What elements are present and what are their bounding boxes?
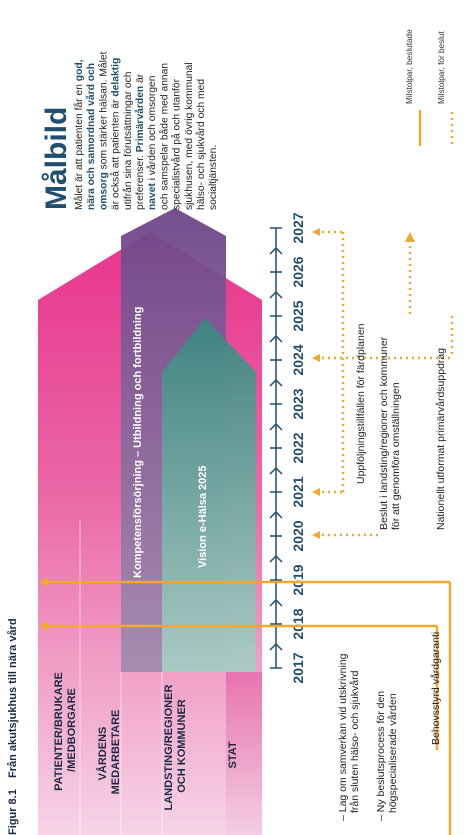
uppfoljning-label: Uppföljningstillfällen för färdplanen — [355, 323, 367, 484]
stakeholder-medarbetare: VÅRDENS MEDARBETARE — [96, 710, 122, 795]
goal-line: hälso- och sjukvård och med — [195, 79, 207, 210]
goal-line: socialtjänsten. — [208, 145, 219, 210]
year-label-2017: 2017 — [290, 652, 306, 683]
goal-line: omsorg som stärker hälsan. Målet — [97, 51, 109, 210]
milestone-beslut — [312, 531, 382, 539]
ehalsa-label: Vision e-Hälsa 2025 — [197, 465, 209, 568]
goal-line: utifrån sina förutsättningar och — [122, 71, 134, 210]
goal-line: och samspelar både med annan — [158, 63, 170, 210]
stakeholder-landsting: LANDSTING/REGIONER OCH KOMMUNER — [163, 682, 188, 811]
ny-line1: – Ny beslutsprocess för den — [375, 691, 387, 821]
year-label-2020: 2020 — [290, 520, 306, 551]
year-label-2022: 2022 — [290, 432, 306, 463]
year-label-2023: 2023 — [290, 388, 306, 419]
goal-line: Målet är att patienten får en god, — [73, 59, 85, 210]
svg-text:PATIENTER/BRUKARE /MEDBO: PATIENTER/BRUKARE /MEDBORGARE — [53, 669, 78, 791]
year-label-2019: 2019 — [290, 564, 306, 595]
milestone-behovsstyrd — [40, 621, 439, 750]
kompetens-label: Kompetensförsörjning – Utbildning och fo… — [132, 307, 144, 578]
goal-line: navet i vården och omsorgen — [146, 75, 158, 210]
beslut-line1: Beslut i landsting/regioner och kommuner — [378, 336, 390, 530]
svg-text:LANDSTING/REGIONER OCH K: LANDSTING/REGIONER OCH KOMMUNER — [163, 682, 188, 811]
figure-number: Figur 8.1 — [7, 789, 19, 835]
stakeholder-patienter: PATIENTER/BRUKARE /MEDBORGARE — [53, 669, 78, 791]
year-label-2024: 2024 — [290, 344, 306, 375]
year-label-2026: 2026 — [290, 256, 306, 287]
svg-text:STAT: STAT — [227, 741, 239, 768]
goal-line: preferenser. Primärvården är — [134, 73, 146, 210]
lag-line2: från sluten hälso- och sjukvård — [349, 670, 361, 813]
stakeholder-stat: STAT — [227, 741, 239, 768]
stat-band — [226, 672, 262, 835]
ny-line2: högspecialiserade vården — [387, 693, 399, 813]
stakeholder-patienter-l1: PATIENTER/BRUKARE — [53, 672, 65, 791]
goal-text: Målet är att patienten får en god, nära o… — [73, 51, 219, 210]
goal-line: är också att patienten är delaktig — [110, 58, 122, 210]
year-axis: 2017 2018 2019 2020 2021 2022 2023 2024 2025 2026… — [269, 212, 306, 684]
goal-line: nära och samordnad vård och — [85, 63, 97, 210]
year-label-2021: 2021 — [290, 476, 306, 507]
stakeholder-patienter-l2: /MEDBORGARE — [66, 688, 78, 772]
milestone-uppfoljning — [312, 228, 345, 496]
behovsstyrd-label: Behovsstyrd vårdgaranti — [430, 632, 442, 745]
legend: Milstolpar, beslutade Milstolpar, för be… — [405, 29, 454, 146]
year-label-2027: 2027 — [290, 212, 306, 243]
beslut-line2: för att genomföra omställningen — [390, 382, 402, 530]
teal-band — [162, 318, 256, 672]
nationellt-label: Nationellt utformat primärvårdsuppdrag — [435, 348, 447, 530]
goal-heading: Målbild — [40, 107, 73, 210]
year-label-2025: 2025 — [290, 300, 306, 331]
svg-text:VÅRDENS MEDARBETARE: VÅRDENS MEDARBETARE — [96, 710, 122, 795]
goal-line: specialistvård på och utanför — [171, 78, 183, 210]
milestone-lag — [40, 577, 452, 835]
year-label-2018: 2018 — [290, 608, 306, 639]
lag-line1: – Lag om samverkan vid utskrivning — [337, 653, 349, 821]
figure-title: Från akutsjukhus till nära vård — [7, 618, 19, 778]
goal-line: sjukhusen, med övrig kommunal — [184, 62, 195, 210]
legend-solid-label: Milstolpar, beslutade — [405, 29, 414, 104]
milestone-nationellt-arrow — [405, 232, 415, 316]
legend-dotted-label: Milstolpar, för beslut — [437, 30, 446, 104]
